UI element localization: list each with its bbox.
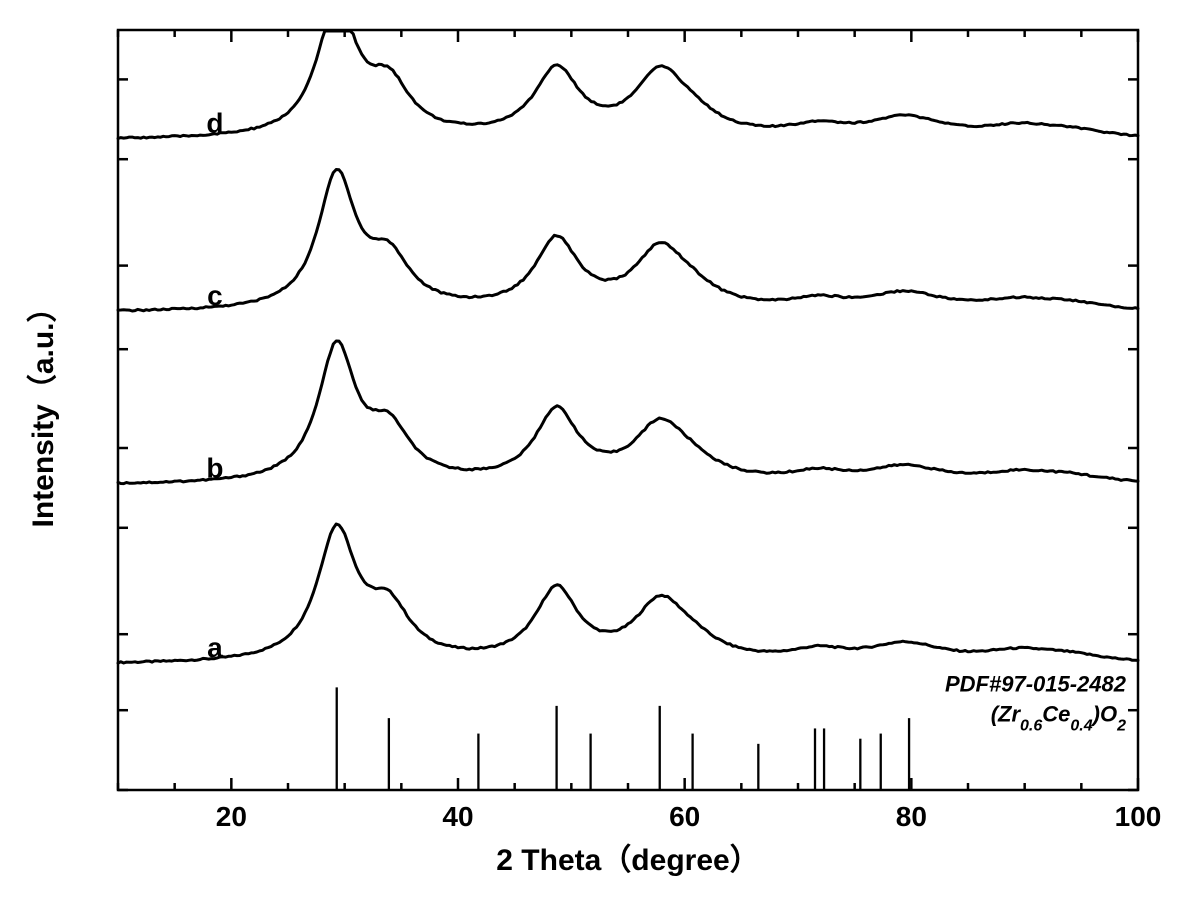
x-tick-label: 60 <box>669 801 700 832</box>
x-tick-label: 40 <box>442 801 473 832</box>
xrd-trace-c <box>118 170 1138 312</box>
chart-svg: 20 40 60 80 100 2 Theta（degree） Intensity（a.u.… <box>0 0 1192 903</box>
x-tick-label: 80 <box>896 801 927 832</box>
x-tick-label: 20 <box>216 801 247 832</box>
trace-label-a: a <box>207 632 223 663</box>
trace-label-c: c <box>207 280 223 311</box>
trace-label-b: b <box>206 453 223 484</box>
reference-pdf-label: PDF#97-015-2482 <box>945 671 1127 696</box>
trace-label-d: d <box>206 107 223 138</box>
xrd-trace-d <box>118 31 1138 139</box>
xrd-trace-b <box>118 341 1138 484</box>
xrd-chart: 20 40 60 80 100 2 Theta（degree） Intensity（a.u.… <box>0 0 1192 903</box>
reference-formula: (Zr0.6Ce0.4)O2 <box>991 701 1126 734</box>
y-axis-label: Intensity（a.u.） <box>26 292 60 527</box>
xrd-trace-a <box>118 524 1138 663</box>
x-tick-label: 100 <box>1115 801 1162 832</box>
x-axis-label: 2 Theta（degree） <box>496 843 759 877</box>
